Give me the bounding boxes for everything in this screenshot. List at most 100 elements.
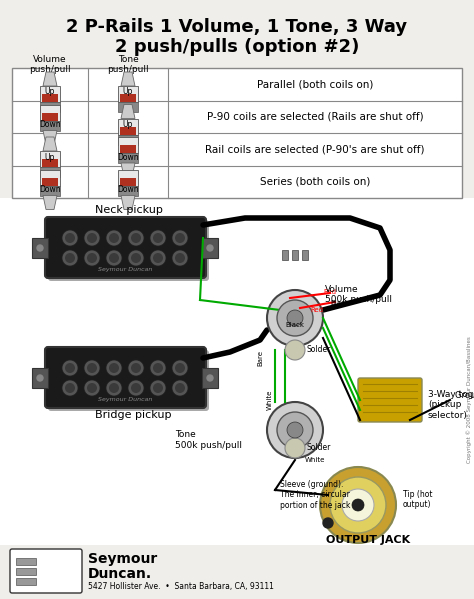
Circle shape xyxy=(285,438,305,458)
Circle shape xyxy=(106,380,122,396)
Bar xyxy=(282,250,288,260)
Circle shape xyxy=(131,233,141,243)
Polygon shape xyxy=(43,131,57,144)
Text: 5427 Hollister Ave.  •  Santa Barbara, CA, 93111: 5427 Hollister Ave. • Santa Barbara, CA,… xyxy=(88,582,274,591)
Circle shape xyxy=(207,375,213,381)
Text: Neck pickup: Neck pickup xyxy=(95,205,163,215)
Circle shape xyxy=(109,233,119,243)
Bar xyxy=(40,102,60,112)
Circle shape xyxy=(172,230,188,246)
Circle shape xyxy=(131,383,141,393)
Bar xyxy=(118,135,138,144)
Bar xyxy=(118,186,138,195)
Text: Bridge pickup: Bridge pickup xyxy=(95,410,172,420)
Text: Solder: Solder xyxy=(307,443,331,452)
Text: Seymour: Seymour xyxy=(88,552,157,566)
Bar xyxy=(120,177,136,186)
Circle shape xyxy=(277,300,313,336)
Bar xyxy=(40,186,60,195)
Text: Series (both coils on): Series (both coils on) xyxy=(260,177,370,187)
Bar xyxy=(118,119,138,135)
FancyBboxPatch shape xyxy=(45,217,206,278)
Polygon shape xyxy=(121,195,135,210)
Bar xyxy=(292,250,298,260)
Bar xyxy=(118,137,138,153)
Polygon shape xyxy=(43,137,57,151)
Polygon shape xyxy=(121,163,135,177)
Text: Tone
push/pull: Tone push/pull xyxy=(107,55,149,74)
Bar xyxy=(302,250,308,260)
Text: Up: Up xyxy=(45,153,55,162)
Bar xyxy=(42,94,58,102)
Circle shape xyxy=(323,518,333,528)
Circle shape xyxy=(172,250,188,266)
FancyBboxPatch shape xyxy=(48,350,209,411)
Circle shape xyxy=(330,477,386,533)
Text: Tone
500k push/pull: Tone 500k push/pull xyxy=(175,430,242,450)
Circle shape xyxy=(37,375,43,381)
Circle shape xyxy=(106,250,122,266)
Text: P-90 coils are selected (Rails are shut off): P-90 coils are selected (Rails are shut … xyxy=(207,112,423,122)
Circle shape xyxy=(150,360,166,376)
Circle shape xyxy=(175,253,185,263)
Circle shape xyxy=(153,253,163,263)
Bar xyxy=(40,120,60,131)
Circle shape xyxy=(175,383,185,393)
Text: 2 push/pulls (option #2): 2 push/pulls (option #2) xyxy=(115,38,359,56)
Bar xyxy=(120,145,136,153)
Circle shape xyxy=(150,250,166,266)
Circle shape xyxy=(62,230,78,246)
Text: Up: Up xyxy=(45,87,55,96)
Bar xyxy=(40,151,60,167)
Text: Up: Up xyxy=(123,120,133,129)
Circle shape xyxy=(150,380,166,396)
Bar xyxy=(32,238,48,258)
Text: Down: Down xyxy=(39,185,61,194)
Circle shape xyxy=(65,253,75,263)
Circle shape xyxy=(65,383,75,393)
Bar xyxy=(42,113,58,120)
Circle shape xyxy=(65,363,75,373)
Circle shape xyxy=(287,422,303,438)
Circle shape xyxy=(267,402,323,458)
Text: Bare: Bare xyxy=(257,350,263,366)
FancyBboxPatch shape xyxy=(45,347,206,408)
Text: Red: Red xyxy=(323,289,336,295)
Text: Copyright © 2008 Seymour Duncan/Basslines: Copyright © 2008 Seymour Duncan/Bassline… xyxy=(466,337,472,464)
Circle shape xyxy=(352,499,364,511)
Circle shape xyxy=(131,253,141,263)
Circle shape xyxy=(84,380,100,396)
Text: Down: Down xyxy=(117,185,139,194)
Bar xyxy=(16,558,36,565)
Bar xyxy=(32,368,48,388)
Text: Seymour Duncan: Seymour Duncan xyxy=(98,268,152,273)
Text: Parallel (both coils on): Parallel (both coils on) xyxy=(257,79,373,89)
Bar xyxy=(16,568,36,575)
Circle shape xyxy=(153,383,163,393)
Polygon shape xyxy=(121,104,135,119)
Text: Up: Up xyxy=(123,87,133,96)
Bar xyxy=(40,104,60,120)
Text: Black: Black xyxy=(330,300,349,306)
Bar xyxy=(42,177,58,186)
Circle shape xyxy=(109,253,119,263)
Circle shape xyxy=(87,233,97,243)
Polygon shape xyxy=(121,72,135,86)
Circle shape xyxy=(84,360,100,376)
Circle shape xyxy=(84,250,100,266)
Text: Sleeve (ground).
The inner, circular
portion of the jack: Sleeve (ground). The inner, circular por… xyxy=(280,480,350,510)
Text: Seymour Duncan: Seymour Duncan xyxy=(98,398,152,403)
Circle shape xyxy=(109,363,119,373)
Bar xyxy=(16,578,36,585)
Circle shape xyxy=(87,253,97,263)
Circle shape xyxy=(150,230,166,246)
Text: Red: Red xyxy=(310,307,323,313)
Circle shape xyxy=(175,233,185,243)
Bar xyxy=(120,126,136,135)
Text: Rail coils are selected (P-90's are shut off): Rail coils are selected (P-90's are shut… xyxy=(205,144,425,155)
Circle shape xyxy=(172,380,188,396)
Circle shape xyxy=(37,245,43,251)
Bar xyxy=(0,198,474,545)
Text: White: White xyxy=(305,457,325,463)
Circle shape xyxy=(153,233,163,243)
